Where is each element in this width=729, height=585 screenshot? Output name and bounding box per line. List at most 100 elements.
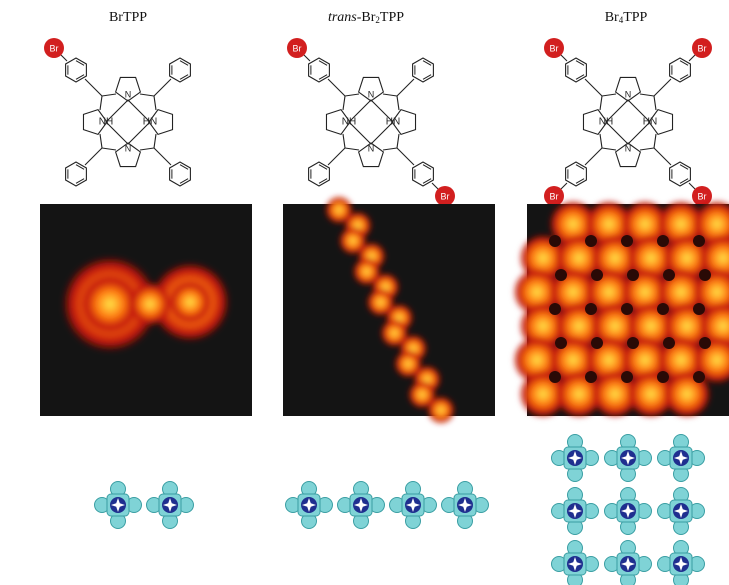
stm-pore [585, 303, 597, 315]
phenyl-bond [654, 79, 671, 96]
phenyl-ring [66, 162, 87, 186]
model-unit [658, 541, 705, 585]
phenyl-bond [85, 148, 102, 165]
double-bond [576, 75, 584, 80]
stm-pore [627, 269, 639, 281]
meso-bond [397, 134, 399, 148]
double-bond [576, 165, 584, 170]
phenyl-ring [670, 162, 691, 186]
double-bond [76, 75, 84, 80]
model-unit [658, 488, 705, 535]
model-unit [605, 435, 652, 482]
model-unit [390, 482, 437, 529]
nitrogen-label: N [368, 89, 375, 99]
stm-pore [585, 371, 597, 383]
phenyl-bond [154, 148, 171, 165]
stm-pore [591, 337, 603, 349]
stm-pore [663, 269, 675, 281]
panel-title-brtpp: BrTPP [28, 10, 228, 26]
meso-bond [602, 148, 616, 150]
meso-bond [640, 148, 654, 150]
stm-pore [663, 337, 675, 349]
stm-pore [549, 303, 561, 315]
meso-bond [654, 96, 656, 110]
double-bond [180, 61, 188, 66]
hn-label: HN [143, 117, 157, 128]
phenyl-ring [309, 58, 330, 82]
panel-title-br4tpp: Br4TPP [526, 10, 726, 26]
stm-pore [627, 337, 639, 349]
meso-bond [600, 96, 602, 110]
double-bond [180, 165, 188, 170]
meso-bond [397, 96, 399, 110]
nitrogen-label: N [125, 143, 132, 153]
double-bond [180, 75, 188, 80]
nitrogen-label: N [368, 143, 375, 153]
model-unit [286, 482, 333, 529]
meso-bond [343, 134, 345, 148]
double-bond [319, 61, 327, 66]
meso-bond [140, 148, 154, 150]
double-bond [423, 179, 431, 184]
stm-pore [585, 235, 597, 247]
meso-bond [383, 148, 397, 150]
stm-pore [693, 235, 705, 247]
stm-pore [621, 303, 633, 315]
model-unit [658, 435, 705, 482]
stm-pore [621, 235, 633, 247]
stm-pore [621, 371, 633, 383]
meso-bond [640, 94, 654, 96]
bromine-label: Br [550, 43, 559, 53]
meso-bond [602, 94, 616, 96]
meso-bond [343, 96, 345, 110]
nh-label: NH [342, 117, 356, 128]
meso-bond [100, 134, 102, 148]
model-unit [552, 541, 599, 585]
nh-label: NH [99, 117, 113, 128]
double-bond [423, 165, 431, 170]
meso-bond [102, 94, 116, 96]
double-bond [680, 165, 688, 170]
bromine-label: Br [550, 191, 559, 201]
stm-image-brtpp [40, 204, 252, 416]
phenyl-bond [585, 148, 602, 165]
phenyl-ring [670, 58, 691, 82]
stm-pore [555, 269, 567, 281]
meso-bond [600, 134, 602, 148]
meso-bond [102, 148, 116, 150]
panel-title-trans-br2tpp: trans-Br2TPP [266, 10, 466, 26]
phenyl-bond [585, 79, 602, 96]
double-bond [423, 75, 431, 80]
meso-bond [100, 96, 102, 110]
phenyl-ring [170, 58, 191, 82]
stm-pore [693, 371, 705, 383]
phenyl-bond [654, 148, 671, 165]
stm-pore [549, 235, 561, 247]
phenyl-bond [328, 148, 345, 165]
model-unit [338, 482, 385, 529]
double-bond [576, 61, 584, 66]
meso-bond [154, 134, 156, 148]
double-bond [680, 61, 688, 66]
stm-pore [591, 269, 603, 281]
nitrogen-label: N [625, 89, 632, 99]
phenyl-ring [309, 162, 330, 186]
stm-pore [693, 303, 705, 315]
model-unit [605, 488, 652, 535]
model-unit [95, 482, 142, 529]
hn-label: HN [643, 117, 657, 128]
stm-image-br4tpp [527, 204, 729, 416]
model-unit [147, 482, 194, 529]
stm-chain-unit [427, 396, 455, 424]
bromine-label: Br [441, 191, 450, 201]
nitrogen-label: N [625, 143, 632, 153]
stm-image-trans-br2tpp [283, 204, 495, 416]
meso-bond [383, 94, 397, 96]
double-bond [76, 165, 84, 170]
stm-link [128, 282, 172, 326]
